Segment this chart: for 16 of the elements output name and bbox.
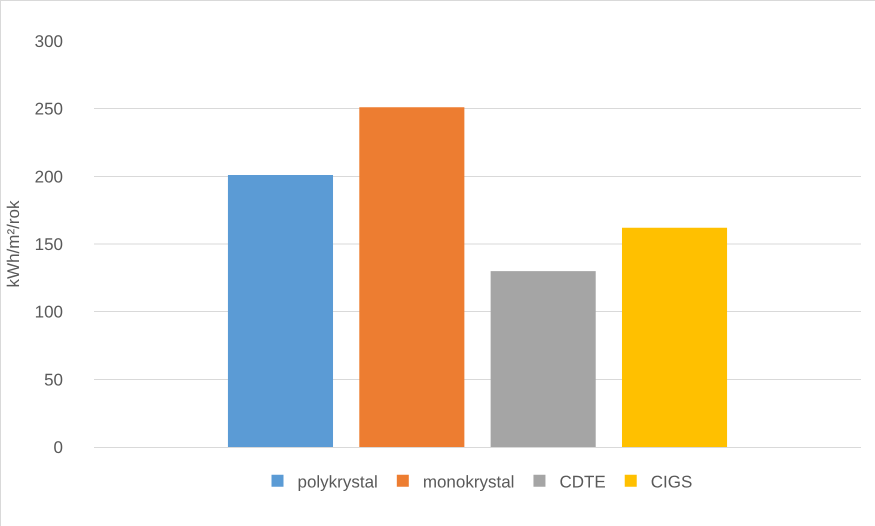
y-tick-label: 200 bbox=[34, 167, 63, 186]
bar bbox=[359, 107, 464, 447]
legend-label: polykrystal bbox=[298, 472, 378, 492]
y-tick-label: 250 bbox=[34, 100, 63, 119]
y-tick-label: 100 bbox=[34, 302, 63, 322]
legend-label: monokrystal bbox=[422, 472, 514, 492]
legend-label: CDTE bbox=[559, 472, 606, 492]
bar bbox=[622, 228, 728, 447]
y-tick-label: 0 bbox=[54, 438, 63, 457]
y-tick-label: 50 bbox=[44, 370, 63, 390]
bar bbox=[228, 174, 334, 447]
y-tick-label: 150 bbox=[34, 234, 63, 254]
y-axis-title: kWh/m²/rok bbox=[4, 200, 24, 288]
y-tick-label: 300 bbox=[34, 32, 63, 51]
bar bbox=[490, 271, 596, 447]
legend-label: CIGS bbox=[650, 472, 692, 492]
